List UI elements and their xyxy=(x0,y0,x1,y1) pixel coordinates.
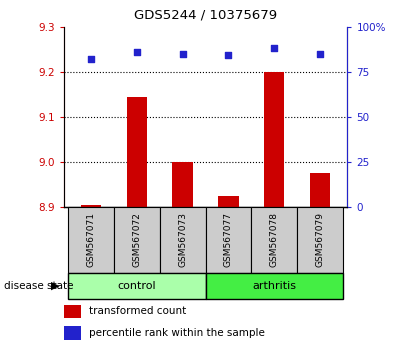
Text: GSM567077: GSM567077 xyxy=(224,212,233,267)
Bar xyxy=(206,207,251,273)
Bar xyxy=(309,173,330,207)
Point xyxy=(271,45,277,51)
Bar xyxy=(264,72,284,207)
Bar xyxy=(206,273,343,299)
Text: disease state: disease state xyxy=(4,281,74,291)
Text: GSM567078: GSM567078 xyxy=(270,212,279,267)
Bar xyxy=(251,207,297,273)
Bar xyxy=(114,207,160,273)
Text: control: control xyxy=(118,281,156,291)
Text: GDS5244 / 10375679: GDS5244 / 10375679 xyxy=(134,9,277,22)
Text: GSM567079: GSM567079 xyxy=(315,212,324,267)
Point xyxy=(316,51,323,57)
Bar xyxy=(127,97,147,207)
Bar xyxy=(64,304,81,318)
Bar xyxy=(297,207,343,273)
Bar xyxy=(81,205,102,207)
Bar xyxy=(172,162,193,207)
Point xyxy=(134,49,140,55)
Bar xyxy=(160,207,206,273)
Text: ▶: ▶ xyxy=(51,281,60,291)
Bar xyxy=(218,196,239,207)
Text: GSM567072: GSM567072 xyxy=(132,212,141,267)
Text: percentile rank within the sample: percentile rank within the sample xyxy=(89,328,265,338)
Bar xyxy=(64,326,81,340)
Point xyxy=(225,53,232,58)
Text: GSM567071: GSM567071 xyxy=(87,212,96,267)
Bar xyxy=(68,207,114,273)
Text: GSM567073: GSM567073 xyxy=(178,212,187,267)
Text: transformed count: transformed count xyxy=(89,307,187,316)
Point xyxy=(179,51,186,57)
Point xyxy=(88,56,95,62)
Bar xyxy=(68,273,205,299)
Text: arthritis: arthritis xyxy=(252,281,296,291)
